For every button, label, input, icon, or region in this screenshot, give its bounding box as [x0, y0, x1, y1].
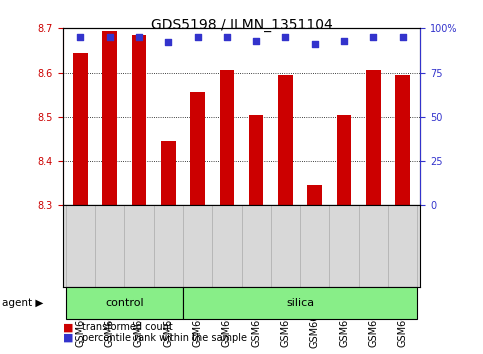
Bar: [337, 115, 351, 205]
Text: agent ▶: agent ▶: [2, 298, 44, 308]
Point: [164, 40, 172, 45]
Text: transformed count: transformed count: [82, 322, 173, 332]
Point: [340, 38, 348, 44]
Text: GDS5198 / ILMN_1351104: GDS5198 / ILMN_1351104: [151, 18, 332, 32]
Text: ■: ■: [63, 322, 73, 332]
Point: [399, 34, 407, 40]
FancyBboxPatch shape: [183, 287, 417, 319]
Text: control: control: [105, 298, 143, 308]
Bar: [395, 75, 410, 205]
Bar: [278, 75, 293, 205]
Point: [106, 34, 114, 40]
Point: [76, 34, 84, 40]
Point: [282, 34, 289, 40]
Point: [223, 34, 231, 40]
Point: [252, 38, 260, 44]
Bar: [73, 53, 88, 205]
Point: [194, 34, 201, 40]
Bar: [307, 185, 322, 205]
FancyBboxPatch shape: [66, 287, 183, 319]
Text: percentile rank within the sample: percentile rank within the sample: [82, 333, 247, 343]
Text: ■: ■: [63, 333, 73, 343]
Bar: [132, 35, 146, 205]
Bar: [161, 141, 176, 205]
Text: silica: silica: [286, 298, 314, 308]
Point: [369, 34, 377, 40]
Bar: [366, 70, 381, 205]
Bar: [190, 92, 205, 205]
Bar: [220, 70, 234, 205]
Point: [311, 41, 319, 47]
Bar: [102, 30, 117, 205]
Bar: [249, 115, 263, 205]
Point: [135, 34, 143, 40]
